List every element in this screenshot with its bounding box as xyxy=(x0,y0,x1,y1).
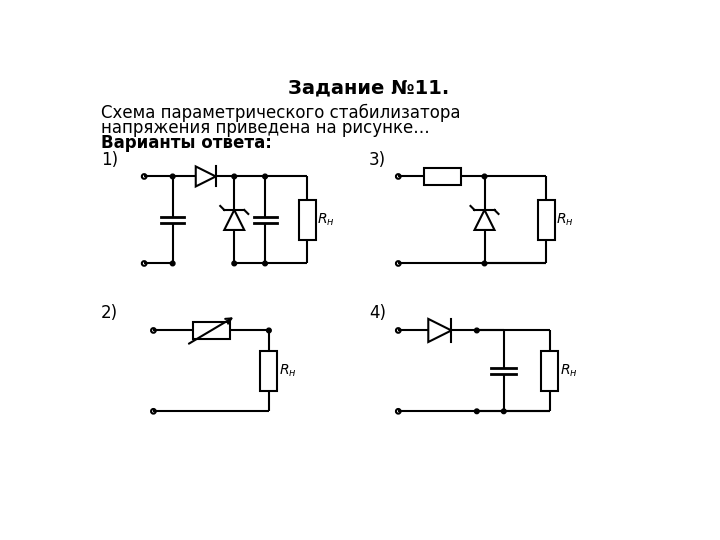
Circle shape xyxy=(151,409,156,414)
Circle shape xyxy=(232,174,237,179)
Circle shape xyxy=(396,409,400,414)
Circle shape xyxy=(396,328,400,333)
Circle shape xyxy=(263,261,267,266)
Text: Варианты ответа:: Варианты ответа: xyxy=(101,134,272,152)
Text: $R_н$: $R_н$ xyxy=(279,363,297,379)
Bar xyxy=(423,168,461,185)
Circle shape xyxy=(482,261,487,266)
Bar xyxy=(299,200,316,240)
Text: $R_н$: $R_н$ xyxy=(560,363,577,379)
Circle shape xyxy=(232,261,237,266)
Circle shape xyxy=(474,328,479,333)
Circle shape xyxy=(151,328,156,333)
Text: напряжения приведена на рисунке…: напряжения приведена на рисунке… xyxy=(101,119,430,137)
Circle shape xyxy=(263,174,267,179)
Text: 4): 4) xyxy=(369,303,386,321)
Text: Задание №11.: Задание №11. xyxy=(289,79,449,98)
Text: 2): 2) xyxy=(101,303,118,321)
Text: $R_н$: $R_н$ xyxy=(318,212,335,228)
Circle shape xyxy=(474,409,479,414)
Circle shape xyxy=(142,174,146,179)
Circle shape xyxy=(396,261,400,266)
Text: 1): 1) xyxy=(101,151,118,169)
Circle shape xyxy=(396,174,400,179)
Circle shape xyxy=(482,174,487,179)
Bar xyxy=(538,200,554,240)
Circle shape xyxy=(266,328,271,333)
Circle shape xyxy=(142,261,146,266)
Bar xyxy=(193,322,230,339)
Circle shape xyxy=(171,261,175,266)
Bar xyxy=(261,351,277,391)
Bar xyxy=(541,351,559,391)
Circle shape xyxy=(171,174,175,179)
Text: Схема параметрического стабилизатора: Схема параметрического стабилизатора xyxy=(101,103,461,122)
Text: $R_н$: $R_н$ xyxy=(556,212,574,228)
Text: 3): 3) xyxy=(369,151,386,169)
Circle shape xyxy=(501,409,506,414)
